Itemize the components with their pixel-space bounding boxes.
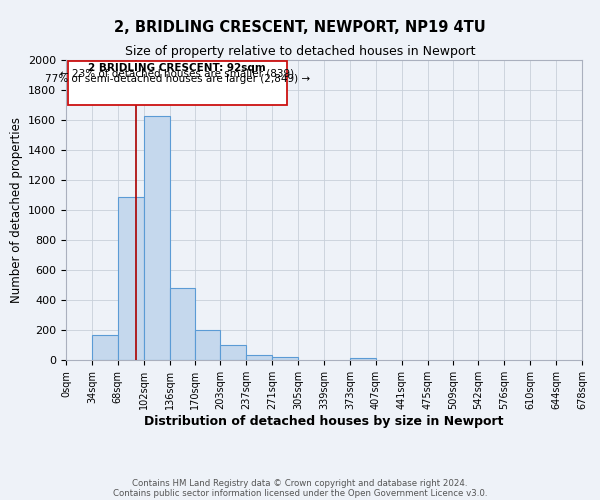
Bar bbox=[247, 355, 272, 360]
FancyBboxPatch shape bbox=[68, 60, 287, 105]
Text: 2, BRIDLING CRESCENT, NEWPORT, NP19 4TU: 2, BRIDLING CRESCENT, NEWPORT, NP19 4TU bbox=[114, 20, 486, 35]
Text: Contains public sector information licensed under the Open Government Licence v3: Contains public sector information licen… bbox=[113, 488, 487, 498]
Bar bbox=[196, 330, 220, 360]
Text: 2 BRIDLING CRESCENT: 92sqm: 2 BRIDLING CRESCENT: 92sqm bbox=[88, 63, 266, 73]
Text: Contains HM Land Registry data © Crown copyright and database right 2024.: Contains HM Land Registry data © Crown c… bbox=[132, 478, 468, 488]
Bar bbox=[272, 357, 298, 360]
Bar bbox=[118, 196, 143, 360]
Bar bbox=[143, 116, 170, 360]
Bar bbox=[170, 288, 196, 360]
Text: ← 23% of detached houses are smaller (839): ← 23% of detached houses are smaller (83… bbox=[60, 68, 294, 78]
Y-axis label: Number of detached properties: Number of detached properties bbox=[10, 117, 23, 303]
Bar bbox=[92, 334, 118, 360]
Bar bbox=[220, 345, 247, 360]
X-axis label: Distribution of detached houses by size in Newport: Distribution of detached houses by size … bbox=[144, 414, 504, 428]
Bar bbox=[350, 358, 376, 360]
Text: Size of property relative to detached houses in Newport: Size of property relative to detached ho… bbox=[125, 45, 475, 58]
Text: 77% of semi-detached houses are larger (2,849) →: 77% of semi-detached houses are larger (… bbox=[44, 74, 310, 84]
